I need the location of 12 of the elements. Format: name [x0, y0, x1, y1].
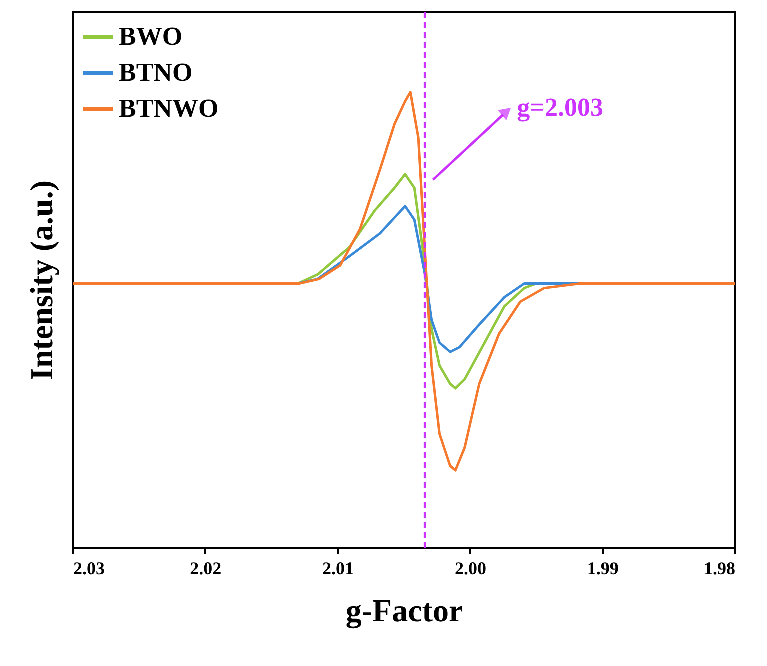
legend-label: BWO — [119, 22, 183, 51]
x-tick-label: 1.99 — [587, 558, 619, 578]
x-tick-label: 2.01 — [322, 558, 354, 578]
x-tick-label: 2.03 — [74, 558, 105, 578]
x-tick-label: 2.00 — [454, 558, 486, 578]
legend-label: BTNWO — [119, 94, 219, 123]
y-axis-title: Intensity (a.u.) — [24, 180, 60, 381]
legend-label: BTNO — [119, 58, 193, 87]
x-axis-title: g-Factor — [346, 592, 464, 630]
x-tick-label: 2.02 — [190, 558, 222, 578]
ref-line-label: g=2.003 — [517, 93, 604, 122]
x-tick-label: 1.98 — [704, 558, 736, 578]
